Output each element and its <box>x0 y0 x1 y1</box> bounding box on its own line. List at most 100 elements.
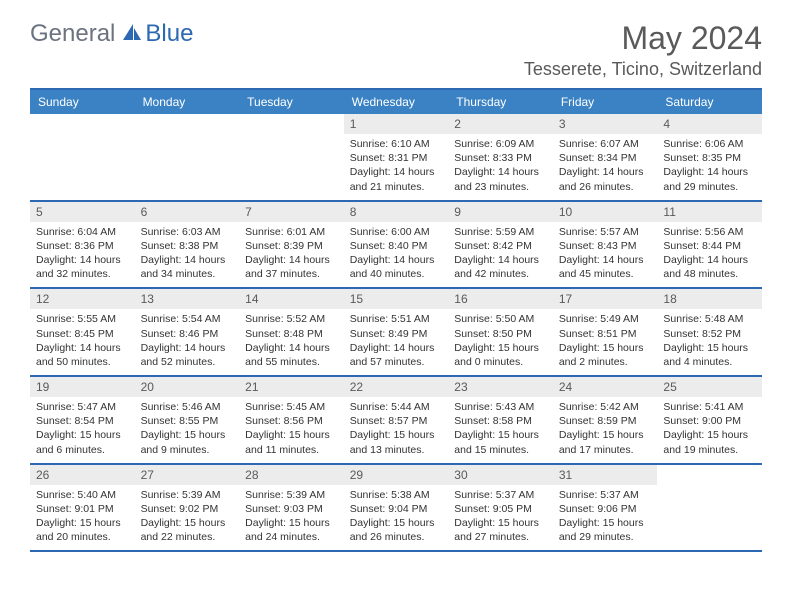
day-number: 8 <box>344 202 449 222</box>
sunset-line: Sunset: 9:00 PM <box>663 414 756 428</box>
day-details: Sunrise: 5:46 AMSunset: 8:55 PMDaylight:… <box>135 397 240 463</box>
day-cell: 18Sunrise: 5:48 AMSunset: 8:52 PMDayligh… <box>657 289 762 375</box>
day-number: 22 <box>344 377 449 397</box>
day-number: 23 <box>448 377 553 397</box>
sunset-line: Sunset: 8:42 PM <box>454 239 547 253</box>
day-cell: 31Sunrise: 5:37 AMSunset: 9:06 PMDayligh… <box>553 465 658 551</box>
day-cell: 12Sunrise: 5:55 AMSunset: 8:45 PMDayligh… <box>30 289 135 375</box>
day-number: 5 <box>30 202 135 222</box>
day-details: Sunrise: 5:39 AMSunset: 9:03 PMDaylight:… <box>239 485 344 551</box>
day-number: 18 <box>657 289 762 309</box>
sunset-line: Sunset: 8:35 PM <box>663 151 756 165</box>
day-number: 14 <box>239 289 344 309</box>
daylight-line: Daylight: 15 hours and 0 minutes. <box>454 341 547 369</box>
sunset-line: Sunset: 8:43 PM <box>559 239 652 253</box>
day-header: Saturday <box>657 90 762 114</box>
day-cell <box>657 465 762 551</box>
day-details: Sunrise: 6:01 AMSunset: 8:39 PMDaylight:… <box>239 222 344 288</box>
sunrise-line: Sunrise: 6:01 AM <box>245 225 338 239</box>
day-details: Sunrise: 6:09 AMSunset: 8:33 PMDaylight:… <box>448 134 553 200</box>
day-details: Sunrise: 5:52 AMSunset: 8:48 PMDaylight:… <box>239 309 344 375</box>
sunset-line: Sunset: 8:44 PM <box>663 239 756 253</box>
daylight-line: Daylight: 14 hours and 57 minutes. <box>350 341 443 369</box>
daylight-line: Daylight: 15 hours and 9 minutes. <box>141 428 234 456</box>
sunset-line: Sunset: 8:31 PM <box>350 151 443 165</box>
day-number: 28 <box>239 465 344 485</box>
day-header: Thursday <box>448 90 553 114</box>
day-details: Sunrise: 6:07 AMSunset: 8:34 PMDaylight:… <box>553 134 658 200</box>
day-details: Sunrise: 5:47 AMSunset: 8:54 PMDaylight:… <box>30 397 135 463</box>
day-number: 4 <box>657 114 762 134</box>
sunset-line: Sunset: 9:04 PM <box>350 502 443 516</box>
sunset-line: Sunset: 9:02 PM <box>141 502 234 516</box>
day-number: 26 <box>30 465 135 485</box>
day-cell: 16Sunrise: 5:50 AMSunset: 8:50 PMDayligh… <box>448 289 553 375</box>
sunset-line: Sunset: 9:01 PM <box>36 502 129 516</box>
day-cell: 24Sunrise: 5:42 AMSunset: 8:59 PMDayligh… <box>553 377 658 463</box>
daylight-line: Daylight: 15 hours and 15 minutes. <box>454 428 547 456</box>
sunrise-line: Sunrise: 5:59 AM <box>454 225 547 239</box>
day-number: 20 <box>135 377 240 397</box>
day-details: Sunrise: 5:37 AMSunset: 9:06 PMDaylight:… <box>553 485 658 551</box>
day-number: 24 <box>553 377 658 397</box>
day-number: 27 <box>135 465 240 485</box>
daylight-line: Daylight: 15 hours and 22 minutes. <box>141 516 234 544</box>
day-number <box>239 114 344 134</box>
daylight-line: Daylight: 15 hours and 13 minutes. <box>350 428 443 456</box>
day-cell: 23Sunrise: 5:43 AMSunset: 8:58 PMDayligh… <box>448 377 553 463</box>
day-cell: 30Sunrise: 5:37 AMSunset: 9:05 PMDayligh… <box>448 465 553 551</box>
location: Tesserete, Ticino, Switzerland <box>524 59 762 80</box>
day-number: 13 <box>135 289 240 309</box>
daylight-line: Daylight: 15 hours and 19 minutes. <box>663 428 756 456</box>
day-details: Sunrise: 5:54 AMSunset: 8:46 PMDaylight:… <box>135 309 240 375</box>
daylight-line: Daylight: 14 hours and 42 minutes. <box>454 253 547 281</box>
day-cell: 3Sunrise: 6:07 AMSunset: 8:34 PMDaylight… <box>553 114 658 200</box>
day-details: Sunrise: 5:42 AMSunset: 8:59 PMDaylight:… <box>553 397 658 463</box>
day-cell: 4Sunrise: 6:06 AMSunset: 8:35 PMDaylight… <box>657 114 762 200</box>
daylight-line: Daylight: 14 hours and 34 minutes. <box>141 253 234 281</box>
day-details: Sunrise: 5:57 AMSunset: 8:43 PMDaylight:… <box>553 222 658 288</box>
sunrise-line: Sunrise: 5:44 AM <box>350 400 443 414</box>
sunset-line: Sunset: 8:59 PM <box>559 414 652 428</box>
sunset-line: Sunset: 9:05 PM <box>454 502 547 516</box>
sunrise-line: Sunrise: 6:10 AM <box>350 137 443 151</box>
day-number: 31 <box>553 465 658 485</box>
sunrise-line: Sunrise: 5:43 AM <box>454 400 547 414</box>
day-number: 7 <box>239 202 344 222</box>
day-details: Sunrise: 5:55 AMSunset: 8:45 PMDaylight:… <box>30 309 135 375</box>
daylight-line: Daylight: 14 hours and 26 minutes. <box>559 165 652 193</box>
sunset-line: Sunset: 8:55 PM <box>141 414 234 428</box>
sunset-line: Sunset: 8:49 PM <box>350 327 443 341</box>
day-cell: 2Sunrise: 6:09 AMSunset: 8:33 PMDaylight… <box>448 114 553 200</box>
weeks: 1Sunrise: 6:10 AMSunset: 8:31 PMDaylight… <box>30 114 762 552</box>
day-details: Sunrise: 6:06 AMSunset: 8:35 PMDaylight:… <box>657 134 762 200</box>
week-row: 1Sunrise: 6:10 AMSunset: 8:31 PMDaylight… <box>30 114 762 202</box>
day-cell: 9Sunrise: 5:59 AMSunset: 8:42 PMDaylight… <box>448 202 553 288</box>
sunset-line: Sunset: 9:06 PM <box>559 502 652 516</box>
sunrise-line: Sunrise: 5:42 AM <box>559 400 652 414</box>
day-number: 12 <box>30 289 135 309</box>
week-row: 26Sunrise: 5:40 AMSunset: 9:01 PMDayligh… <box>30 465 762 553</box>
day-number <box>657 465 762 485</box>
sunrise-line: Sunrise: 5:39 AM <box>245 488 338 502</box>
sunset-line: Sunset: 8:45 PM <box>36 327 129 341</box>
day-details: Sunrise: 6:10 AMSunset: 8:31 PMDaylight:… <box>344 134 449 200</box>
week-row: 19Sunrise: 5:47 AMSunset: 8:54 PMDayligh… <box>30 377 762 465</box>
day-details: Sunrise: 5:59 AMSunset: 8:42 PMDaylight:… <box>448 222 553 288</box>
day-number: 11 <box>657 202 762 222</box>
day-cell: 14Sunrise: 5:52 AMSunset: 8:48 PMDayligh… <box>239 289 344 375</box>
day-number: 29 <box>344 465 449 485</box>
day-cell: 5Sunrise: 6:04 AMSunset: 8:36 PMDaylight… <box>30 202 135 288</box>
day-cell: 19Sunrise: 5:47 AMSunset: 8:54 PMDayligh… <box>30 377 135 463</box>
day-header: Monday <box>135 90 240 114</box>
sunrise-line: Sunrise: 5:50 AM <box>454 312 547 326</box>
daylight-line: Daylight: 14 hours and 23 minutes. <box>454 165 547 193</box>
daylight-line: Daylight: 15 hours and 6 minutes. <box>36 428 129 456</box>
day-number: 15 <box>344 289 449 309</box>
sunrise-line: Sunrise: 5:46 AM <box>141 400 234 414</box>
sunset-line: Sunset: 8:34 PM <box>559 151 652 165</box>
daylight-line: Daylight: 15 hours and 4 minutes. <box>663 341 756 369</box>
day-details: Sunrise: 6:00 AMSunset: 8:40 PMDaylight:… <box>344 222 449 288</box>
sunrise-line: Sunrise: 6:03 AM <box>141 225 234 239</box>
day-details: Sunrise: 5:56 AMSunset: 8:44 PMDaylight:… <box>657 222 762 288</box>
